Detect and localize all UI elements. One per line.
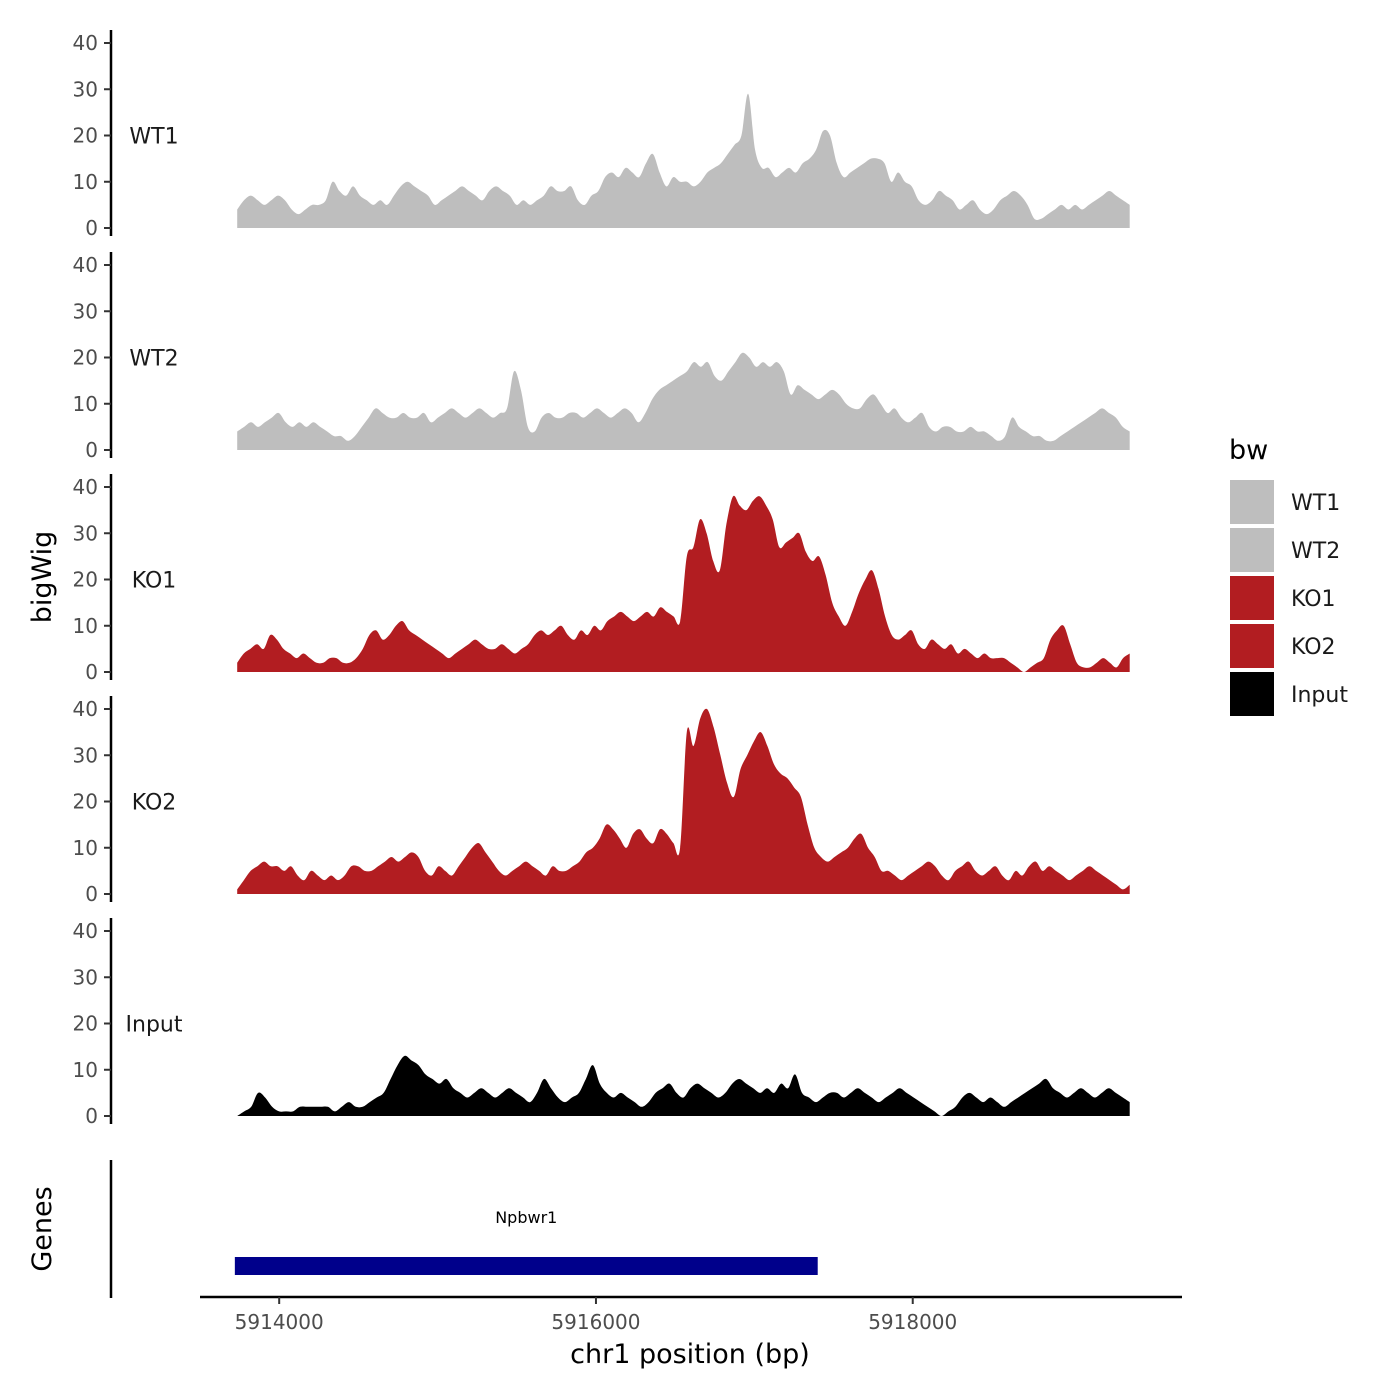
y-tick-label: 20 bbox=[73, 346, 98, 370]
track-ko1: 0 10 20 30 40 KO1 bbox=[73, 474, 1130, 684]
legend-swatch bbox=[1228, 526, 1276, 574]
gene-label-npbwr1: Npbwr1 bbox=[495, 1208, 557, 1227]
track-label-ko1: KO1 bbox=[132, 569, 177, 594]
y-tick-label: 10 bbox=[73, 392, 98, 416]
signal-tracks: 0 10 20 30 40 WT1 0 10 20 30 40 WT2 0 10 20 30 40 KO1 0 10 2… bbox=[73, 30, 1130, 1128]
y-tick-label: 0 bbox=[85, 1104, 98, 1128]
y-tick-label: 40 bbox=[73, 697, 98, 721]
x-axis: 5914000 5916000 5918000 bbox=[200, 1295, 1182, 1334]
track-label-wt2: WT2 bbox=[129, 347, 178, 372]
x-axis-title: chr1 position (bp) bbox=[570, 1339, 810, 1370]
legend-label: KO2 bbox=[1291, 635, 1336, 660]
legend-title: bw bbox=[1229, 435, 1268, 466]
track-wt2: 0 10 20 30 40 WT2 bbox=[73, 252, 1130, 462]
legend: bw WT1 WT2 KO1 KO2 Input bbox=[1228, 435, 1348, 718]
signal-area-ko1 bbox=[237, 495, 1130, 672]
y-tick-label: 10 bbox=[73, 170, 98, 194]
x-tick-label: 5918000 bbox=[868, 1310, 957, 1334]
legend-item-ko2: KO2 bbox=[1228, 622, 1336, 670]
y-tick-label: 20 bbox=[73, 1012, 98, 1036]
y-tick-label: 10 bbox=[73, 836, 98, 860]
signal-area-ko2 bbox=[237, 708, 1130, 894]
legend-swatch bbox=[1228, 622, 1276, 670]
x-tick-label: 5916000 bbox=[551, 1310, 640, 1334]
legend-item-wt2: WT2 bbox=[1228, 526, 1340, 574]
genes-panel: Npbwr1 bbox=[109, 1160, 818, 1298]
legend-label: WT2 bbox=[1291, 539, 1340, 564]
y-tick-label: 10 bbox=[73, 614, 98, 638]
track-wt1: 0 10 20 30 40 WT1 bbox=[73, 30, 1130, 240]
y-tick-label: 20 bbox=[73, 568, 98, 592]
legend-swatch bbox=[1228, 670, 1276, 718]
legend-label: Input bbox=[1291, 683, 1348, 708]
y-tick-label: 30 bbox=[73, 965, 98, 989]
y-tick-label: 0 bbox=[85, 660, 98, 684]
track-label-ko2: KO2 bbox=[132, 791, 177, 816]
y-tick-label: 20 bbox=[73, 790, 98, 814]
y-tick-label: 10 bbox=[73, 1058, 98, 1082]
x-tick-label: 5914000 bbox=[235, 1310, 324, 1334]
legend-item-ko1: KO1 bbox=[1228, 574, 1336, 622]
legend-label: KO1 bbox=[1291, 587, 1336, 612]
y-tick-label: 40 bbox=[73, 253, 98, 277]
track-ko2: 0 10 20 30 40 KO2 bbox=[73, 696, 1130, 906]
y-tick-label: 0 bbox=[85, 438, 98, 462]
signal-area-wt1 bbox=[237, 93, 1130, 228]
legend-label: WT1 bbox=[1291, 491, 1340, 516]
y-tick-label: 30 bbox=[73, 521, 98, 545]
legend-swatch bbox=[1228, 574, 1276, 622]
y-tick-label: 40 bbox=[73, 919, 98, 943]
y-axis-title: bigWig bbox=[27, 531, 58, 624]
signal-area-wt2 bbox=[237, 352, 1130, 450]
legend-item-input: Input bbox=[1228, 670, 1348, 718]
y-tick-label: 30 bbox=[73, 299, 98, 323]
genes-axis-title: Genes bbox=[27, 1186, 58, 1271]
gene-bar-npbwr1 bbox=[234, 1257, 818, 1275]
y-tick-label: 40 bbox=[73, 31, 98, 55]
y-tick-label: 20 bbox=[73, 124, 98, 148]
legend-items: WT1 WT2 KO1 KO2 Input bbox=[1228, 478, 1348, 718]
signal-area-input bbox=[237, 1055, 1130, 1116]
y-tick-label: 0 bbox=[85, 216, 98, 240]
track-label-wt1: WT1 bbox=[129, 125, 178, 150]
legend-swatch bbox=[1228, 478, 1276, 526]
y-tick-label: 30 bbox=[73, 77, 98, 101]
y-tick-label: 0 bbox=[85, 882, 98, 906]
legend-item-wt1: WT1 bbox=[1228, 478, 1340, 526]
track-input: 0 10 20 30 40 Input bbox=[73, 918, 1130, 1128]
track-label-input: Input bbox=[126, 1013, 183, 1038]
y-tick-label: 40 bbox=[73, 475, 98, 499]
y-tick-label: 30 bbox=[73, 743, 98, 767]
